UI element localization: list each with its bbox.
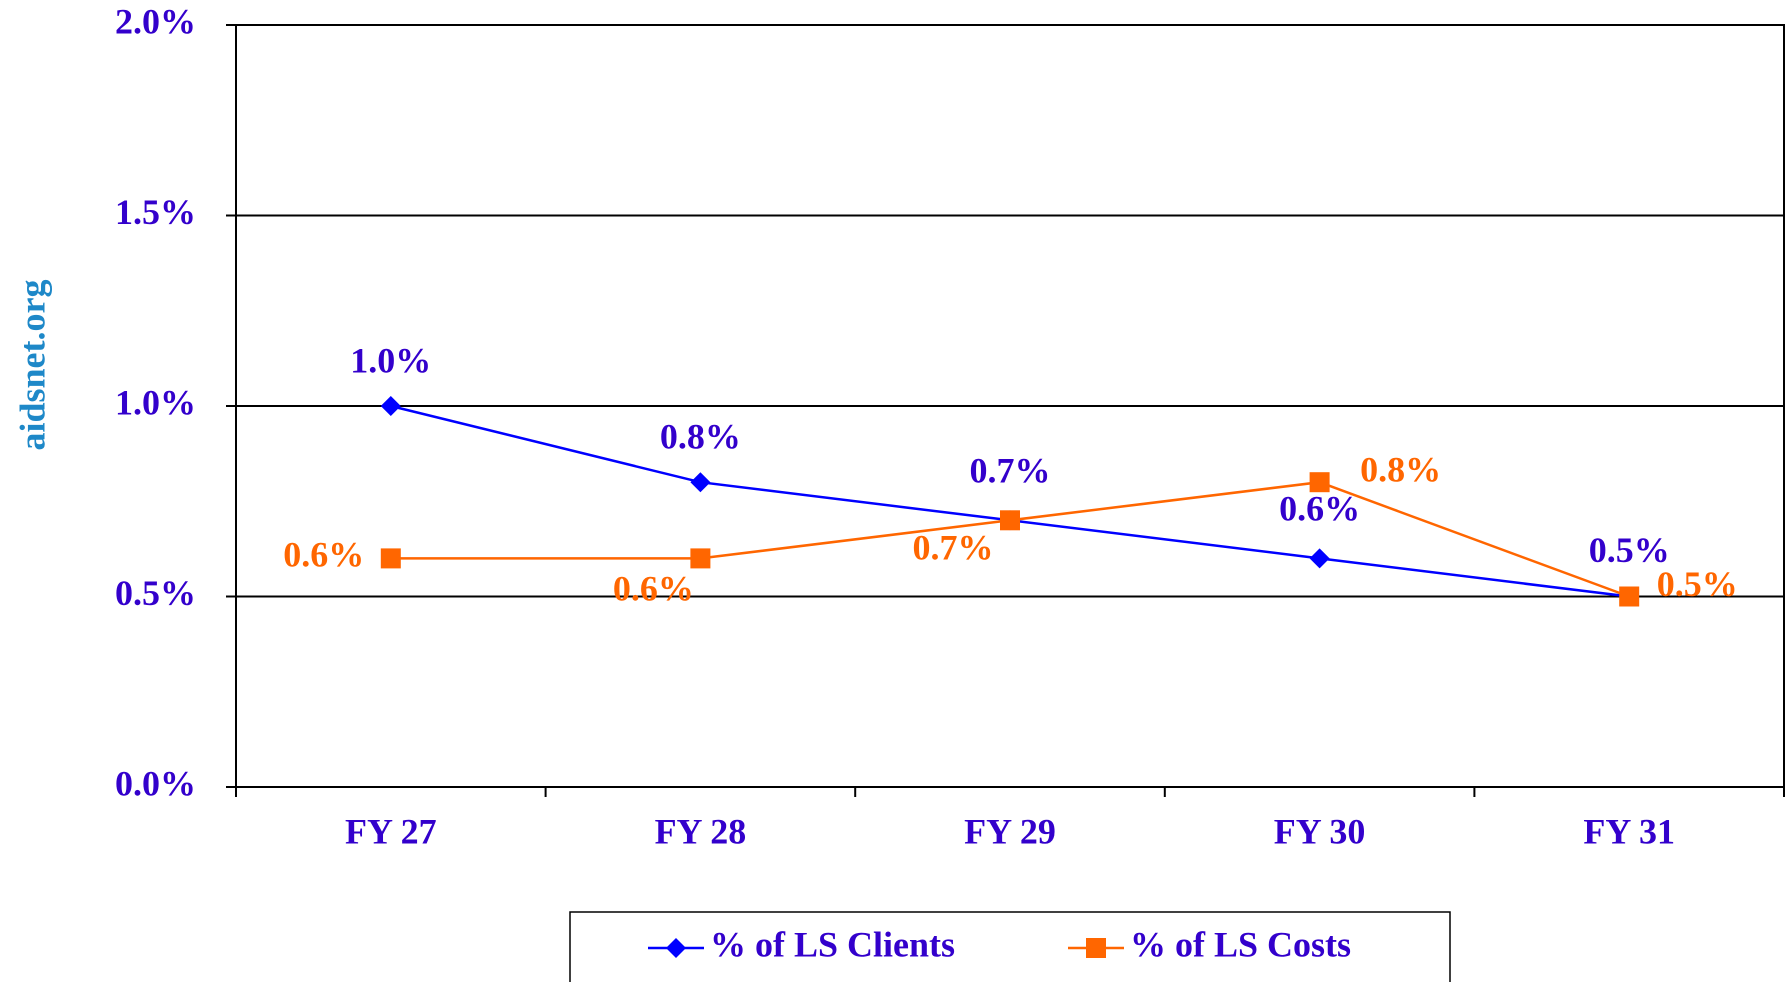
legend-label: % of LS Costs <box>1130 924 1351 964</box>
x-tick-label: FY 31 <box>1583 811 1675 851</box>
y-axis-label: aidsnet.org <box>12 280 52 451</box>
y-tick-label: 0.5% <box>115 573 196 613</box>
data-label: 0.7% <box>970 451 1051 491</box>
data-label: 0.6% <box>283 535 364 575</box>
legend-marker <box>1086 938 1106 958</box>
data-point <box>690 472 711 493</box>
y-tick-label: 2.0% <box>115 1 196 41</box>
data-point <box>380 548 401 569</box>
y-tick-label: 1.0% <box>115 382 196 422</box>
data-label: 0.7% <box>913 528 994 568</box>
data-point <box>1000 510 1020 531</box>
data-label: 0.6% <box>1279 489 1360 529</box>
data-label: 0.8% <box>660 416 741 456</box>
y-tick-label: 0.0% <box>115 763 196 803</box>
y-tick-label: 1.5% <box>115 192 196 232</box>
series-line <box>390 404 1630 598</box>
data-label: 1.0% <box>350 340 431 380</box>
series-line <box>390 480 1630 598</box>
x-tick-label: FY 28 <box>655 811 747 851</box>
x-tick-label: FY 27 <box>345 811 437 851</box>
x-tick-label: FY 30 <box>1274 811 1366 851</box>
data-point <box>690 548 711 569</box>
data-point <box>1619 586 1640 607</box>
data-point <box>380 396 401 416</box>
legend-box <box>569 911 1451 982</box>
x-tick-label: FY 29 <box>964 811 1056 851</box>
plot-frame <box>235 24 1785 788</box>
data-label: 0.5% <box>1589 530 1670 570</box>
legend-label: % of LS Clients <box>710 924 955 964</box>
data-point <box>1309 548 1330 569</box>
data-label: 0.6% <box>613 569 694 609</box>
data-label: 0.8% <box>1360 449 1441 489</box>
legend-marker <box>666 938 686 958</box>
data-label: 0.5% <box>1657 564 1738 604</box>
data-point <box>1309 472 1330 493</box>
